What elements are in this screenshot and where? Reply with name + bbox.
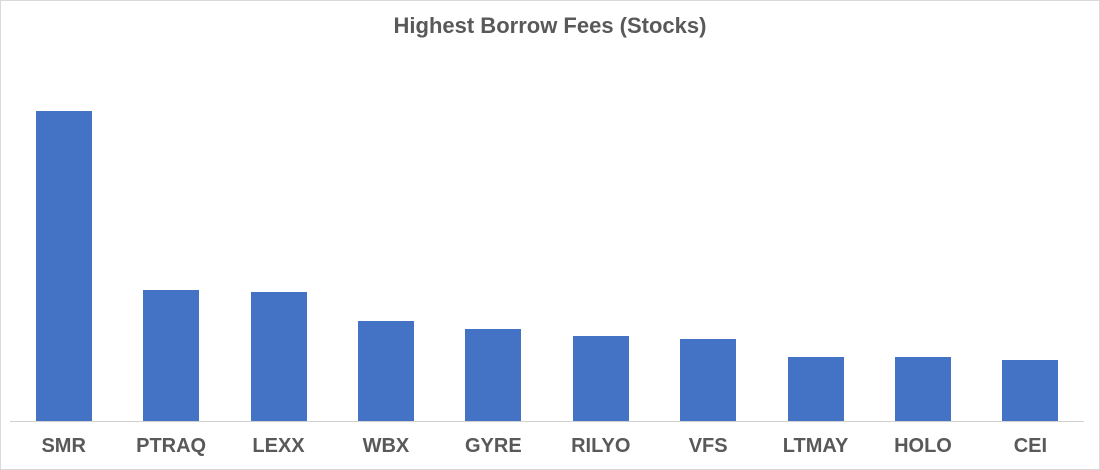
bar-slot	[762, 357, 869, 421]
x-tick-ltmay: LTMAY	[782, 435, 849, 457]
x-tick-rilyo: RILYO	[571, 435, 631, 457]
x-axis-labels: SMR PTRAQ LEXX WBX GYRE RILYO VFS LTMAY HOLO CEI	[10, 433, 1084, 459]
x-tick-lexx: LEXX	[252, 435, 305, 457]
bar-slot	[547, 336, 654, 421]
bar-ltmay	[787, 357, 844, 421]
x-tick-cei: CEI	[1013, 435, 1048, 457]
bar-slot	[440, 329, 547, 421]
plot-area	[10, 1, 1084, 422]
x-tick-smr: SMR	[41, 435, 86, 457]
bar-slot	[117, 290, 224, 421]
bar-wbx	[357, 321, 414, 421]
bar-slot	[869, 357, 976, 421]
bar-slot	[225, 292, 332, 421]
x-tick-holo: HOLO	[894, 435, 952, 457]
chart-title: Highest Borrow Fees (Stocks)	[393, 13, 707, 38]
bar-slot	[977, 360, 1084, 421]
bar-lexx	[250, 292, 307, 421]
x-tick-vfs: VFS	[688, 435, 728, 457]
bar-rilyo	[572, 336, 629, 421]
bar-slot	[10, 111, 117, 421]
x-tick-wbx: WBX	[362, 435, 410, 457]
x-tick-ptraq: PTRAQ	[136, 435, 207, 457]
bar-smr	[35, 111, 92, 421]
bar-slot	[332, 321, 439, 421]
bar-holo	[894, 357, 951, 421]
bar-ptraq	[143, 290, 200, 421]
bar-vfs	[680, 339, 737, 421]
x-tick-gyre: GYRE	[464, 435, 522, 457]
bar-cei	[1002, 360, 1059, 421]
bar-gyre	[465, 329, 522, 421]
bar-slot	[654, 339, 761, 421]
